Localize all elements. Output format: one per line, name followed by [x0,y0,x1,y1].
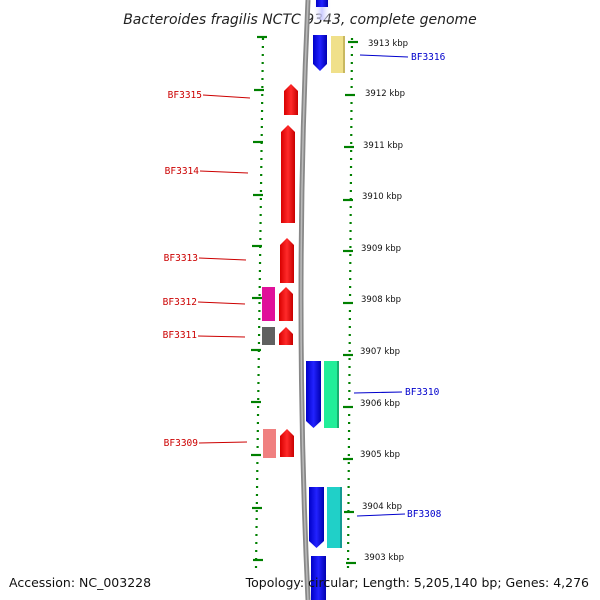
map-title: Bacteroides fragilis NCTC 9343, complete… [123,12,477,28]
forward-cog-boxes [262,287,276,458]
cog-box-BF3308 [327,487,342,548]
scale-label-3903: 3903 kbp [364,553,404,563]
gene-label-BF3316: BF3316 [411,52,446,63]
gene-BF3313-arrow [280,238,294,283]
gene-BF3309-arrow [280,429,294,457]
reverse-cog-boxes [324,36,345,548]
scale-label-3911: 3911 kbp [363,141,403,151]
scale-label-3905: 3905 kbp [360,450,400,460]
cog-box-BF3309 [263,429,276,458]
scale-label-3912: 3912 kbp [365,89,405,99]
genome-backbone-highlight [300,0,309,600]
forward-strand-genes [279,84,298,457]
gene-BF3312-arrow [279,287,293,321]
scale-label-3907: 3907 kbp [360,347,400,357]
accession-text: Accession: NC_003228 [9,575,151,590]
scale-label-3910: 3910 kbp [362,192,402,202]
gene-BF3315-arrow [284,84,298,115]
left-major-ticks [251,35,267,562]
gene-labels: BF3316 BF3315 BF3314 BF3313 BF3312 BF331… [163,52,446,520]
cog-box-BF3316 [331,36,345,73]
scale-labels: 3913 kbp 3912 kbp 3911 kbp 3910 kbp 3909… [360,39,408,563]
cog-box-BF3310 [324,361,339,428]
label-leader-lines [197,54,409,517]
gene-reverse-top-partial [316,0,328,7]
reverse-strand-genes [306,0,328,600]
left-tick-guide [254,37,265,569]
scale-label-3906: 3906 kbp [360,399,400,409]
gene-label-BF3308: BF3308 [407,509,442,520]
gene-BF3310-arrow [306,361,321,428]
scale-label-3909: 3909 kbp [361,244,401,254]
gene-label-BF3314: BF3314 [165,166,200,177]
gene-BF3314-arrow [281,125,295,223]
genome-summary-text: Topology: circular; Length: 5,205,140 bp… [245,575,589,590]
right-major-ticks [343,40,358,565]
cog-box-BF3312 [262,287,275,321]
scale-label-3908: 3908 kbp [361,295,401,305]
gene-label-BF3313: BF3313 [164,253,198,264]
cog-box-BF3311 [262,327,275,345]
gene-BF3316-arrow [313,35,327,71]
scale-label-3904: 3904 kbp [362,502,402,512]
gene-label-BF3312: BF3312 [163,297,197,308]
gene-label-BF3309: BF3309 [164,438,199,449]
gene-BF3311-arrow [279,327,293,345]
gene-label-BF3310: BF3310 [405,387,440,398]
gene-label-BF3311: BF3311 [163,330,198,341]
gene-reverse-bottom-partial [311,556,326,600]
gene-BF3308-arrow [309,487,324,548]
gene-label-BF3315: BF3315 [168,90,202,101]
scale-label-3913: 3913 kbp [368,39,408,49]
